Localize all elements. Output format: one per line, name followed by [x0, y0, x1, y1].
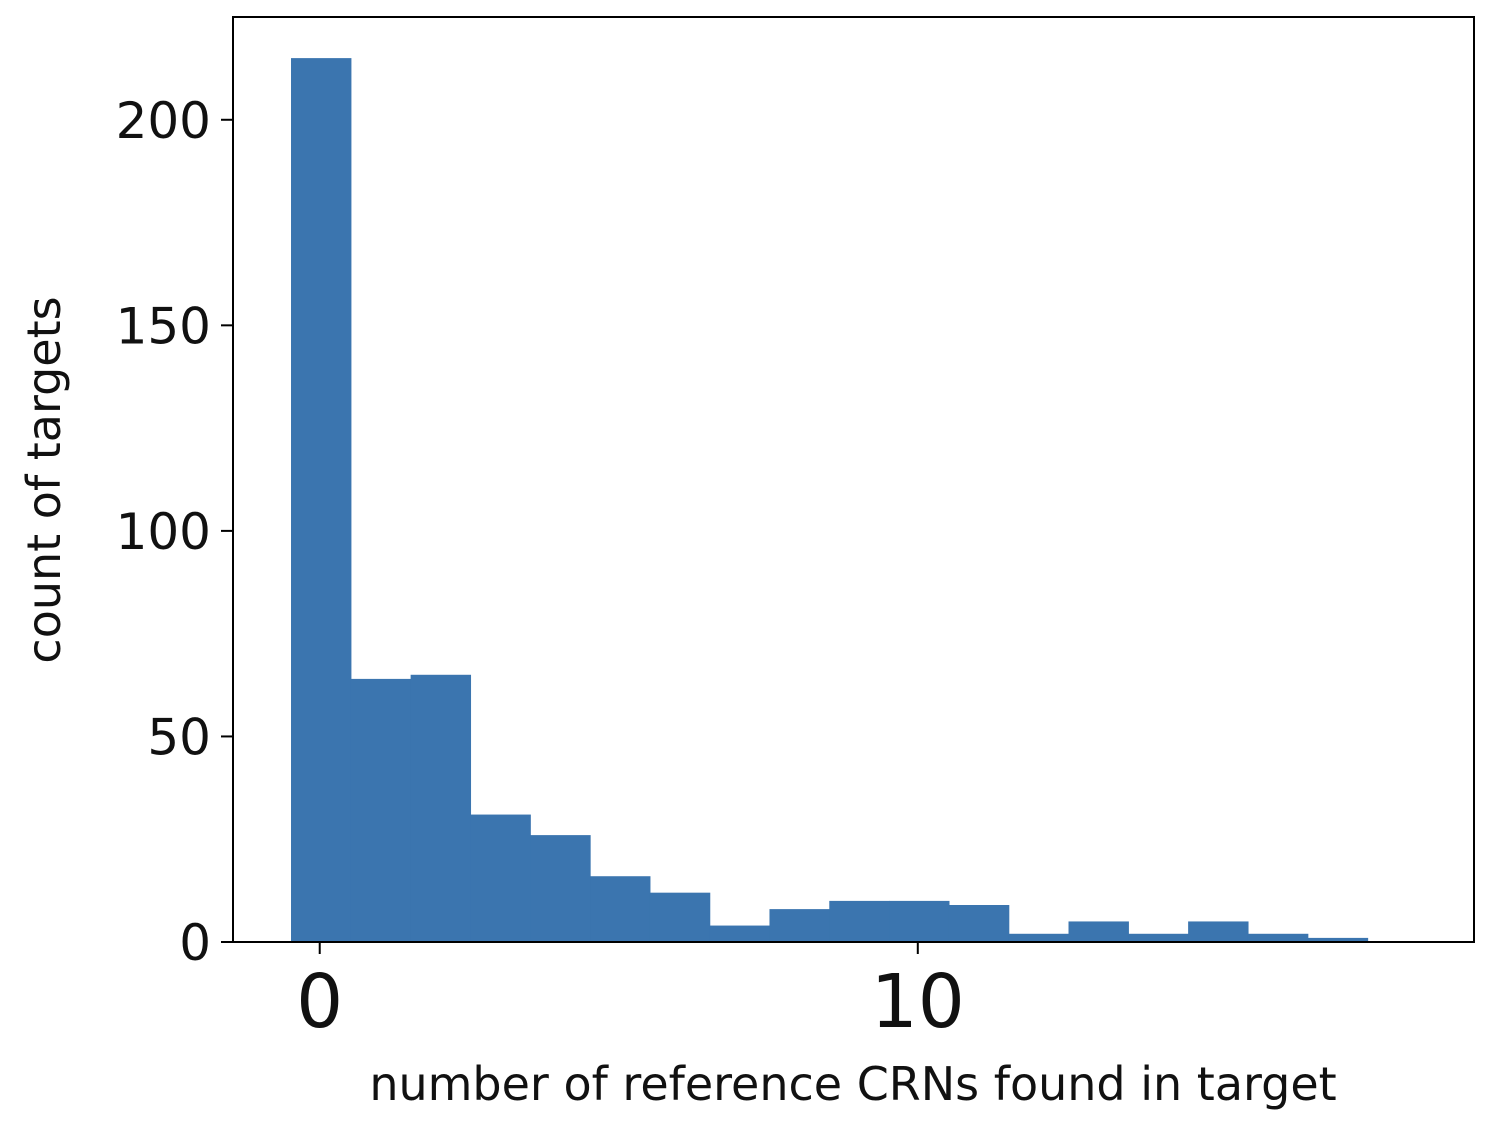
histogram-bar: [948, 905, 1010, 942]
histogram-bar: [889, 900, 950, 942]
histogram-bar: [410, 674, 472, 942]
histogram-bar: [590, 876, 651, 942]
x-tick-label: 10: [871, 959, 965, 1045]
histogram-bar: [470, 814, 531, 942]
y-axis-title: count of targets: [17, 296, 71, 663]
histogram-bar: [1128, 933, 1189, 942]
plot-frame: [232, 16, 1475, 943]
histogram-bar: [291, 58, 352, 943]
y-tick-label: 50: [147, 708, 211, 766]
histogram-bar: [1068, 921, 1129, 942]
histogram-bar: [1247, 933, 1309, 942]
histogram-bar: [649, 892, 711, 942]
histogram-bar: [709, 925, 771, 942]
histogram-bar: [769, 909, 830, 942]
x-axis-title: number of reference CRNs found in target: [369, 1057, 1336, 1111]
histogram-bar: [829, 900, 890, 942]
y-tick-label: 200: [116, 92, 211, 150]
x-tick-label: 0: [296, 959, 343, 1045]
histogram-bar: [350, 678, 412, 942]
histogram-bar: [1307, 937, 1369, 942]
histogram-bar: [530, 835, 591, 942]
histogram-bar: [1188, 921, 1249, 942]
y-tick-label: 0: [179, 914, 211, 972]
y-tick-label: 150: [116, 297, 211, 355]
histogram-bar: [1008, 933, 1070, 942]
bars-group: [291, 58, 1369, 943]
x-axis-ticks: 0 10: [296, 942, 965, 1045]
y-tick-label: 100: [116, 503, 211, 561]
y-axis-ticks: 0 50 100 150 200: [116, 92, 233, 972]
